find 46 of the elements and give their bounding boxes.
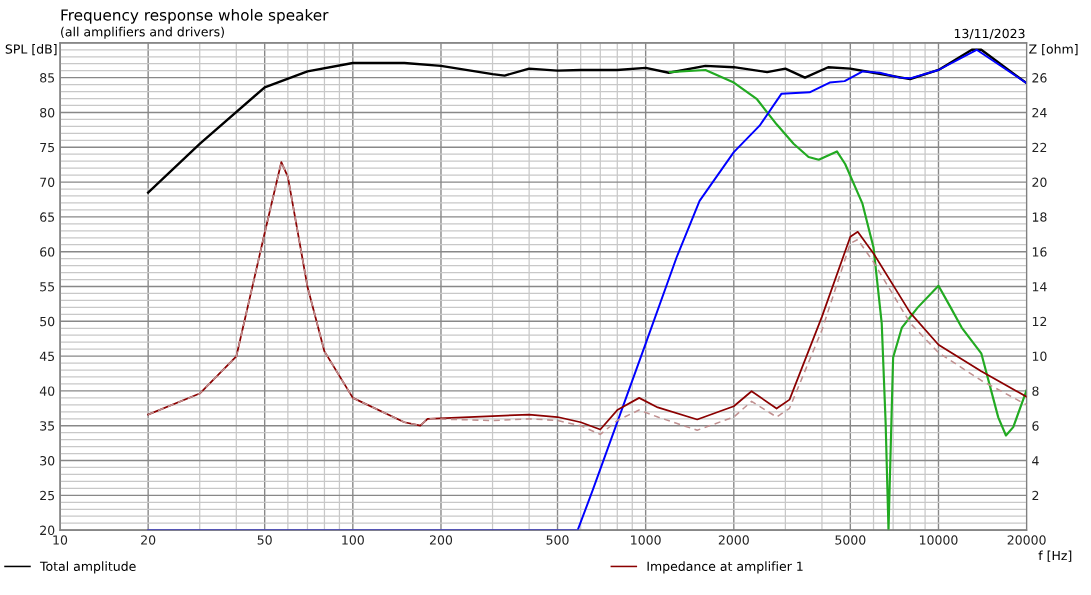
y-tick-label: 50 — [40, 316, 55, 327]
y-tick-label: 35 — [40, 421, 55, 431]
y2-tick-label: 20 — [1032, 177, 1047, 187]
y-tick-label: 75 — [40, 142, 55, 153]
y2-tick-label: 16 — [1032, 247, 1047, 257]
x-tick-label: 10 — [53, 535, 68, 545]
y2-tick-label: 4 — [1032, 456, 1039, 466]
x-tick-label: 20 — [141, 535, 156, 545]
y2-tick-label: 12 — [1032, 316, 1047, 327]
y2-tick-label: 22 — [1032, 142, 1047, 153]
y2-tick-label: 18 — [1032, 212, 1047, 222]
y-tick-label: 70 — [40, 177, 55, 187]
chart-title: Frequency response whole speaker — [61, 8, 329, 24]
y2-tick-label: 14 — [1032, 282, 1047, 292]
y-tick-label: 20 — [40, 525, 55, 536]
y-tick-label: 60 — [40, 247, 55, 257]
x-tick-label: 20000 — [1007, 535, 1046, 545]
x-tick-label: 200 — [429, 535, 453, 545]
y2-tick-label: 2 — [1032, 490, 1039, 501]
y-tick-label: 85 — [40, 73, 55, 83]
y-tick-label: 45 — [39, 351, 55, 362]
y2-axis-title: Z [ohm] — [1029, 44, 1078, 56]
y2-tick-label: 24 — [1032, 107, 1047, 118]
x-tick-label: 10000 — [919, 535, 958, 545]
y2-tick-label: 10 — [1032, 351, 1047, 362]
y-tick-label: 65 — [40, 212, 55, 222]
x-tick-label: 50 — [257, 535, 272, 545]
y2-tick-label: 26 — [1032, 73, 1047, 83]
y-tick-label: 25 — [40, 490, 55, 501]
x-tick-label: 5000 — [835, 535, 866, 545]
y-tick-label: 40 — [39, 386, 55, 396]
legend-label: Total amplitude — [39, 561, 136, 574]
text: 13/11/2023 — [954, 28, 1025, 40]
x-tick-label: 1000 — [631, 535, 661, 545]
x-axis-title: f [Hz] — [1038, 550, 1072, 562]
y-tick-label: 30 — [40, 456, 55, 466]
y-tick-label: 55 — [40, 282, 55, 292]
x-tick-label: 100 — [342, 535, 364, 545]
y2-tick-label: 8 — [1032, 386, 1039, 396]
y-axis-title: SPL [dB] — [5, 44, 57, 56]
legend-label: Impedance at amplifier 1 — [647, 561, 803, 574]
x-tick-label: 500 — [546, 535, 569, 545]
y2-tick-label: 6 — [1032, 421, 1039, 431]
x-tick-label: 2000 — [718, 535, 749, 545]
y-tick-label: 80 — [40, 107, 55, 118]
chart-subtitle: (all amplifiers and drivers) — [61, 26, 224, 39]
